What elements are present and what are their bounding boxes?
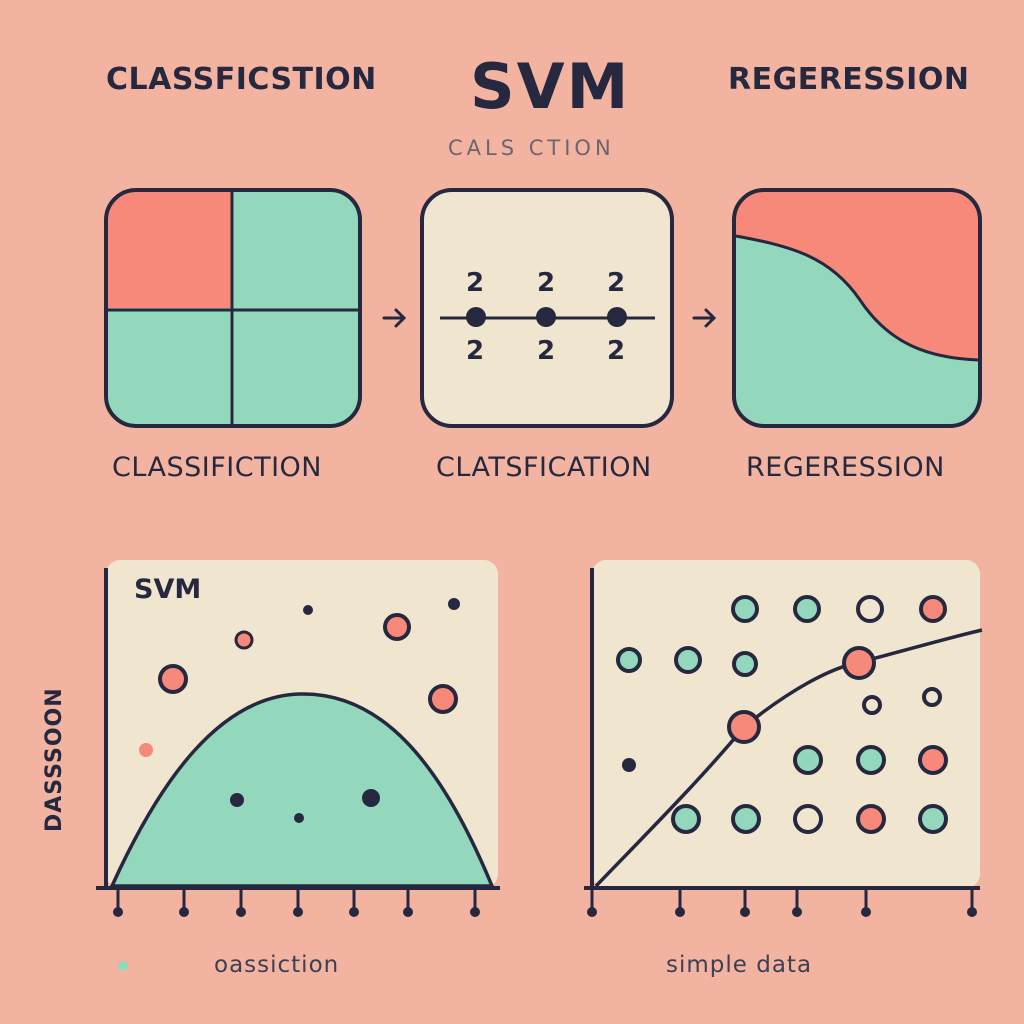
data-point [862, 695, 882, 715]
point-label: 2 [537, 336, 556, 366]
data-point [158, 664, 188, 694]
data-point [428, 684, 458, 714]
data-point [731, 595, 759, 623]
data-point [731, 804, 761, 834]
data-point [922, 687, 942, 707]
classification-grid-panel [104, 188, 362, 428]
data-point [793, 745, 823, 775]
point-label: 2 [466, 336, 485, 366]
data-point [842, 646, 876, 680]
data-point [448, 598, 460, 610]
arrow-right-icon [692, 308, 717, 328]
point-label: 2 [537, 268, 556, 298]
classification-points-panel [420, 188, 674, 428]
data-point [303, 605, 313, 615]
data-point [732, 651, 758, 677]
data-point [536, 307, 556, 327]
point-label: 2 [607, 268, 626, 298]
data-point [607, 307, 627, 327]
data-point [671, 804, 701, 834]
legend-dot [118, 961, 128, 971]
caption-right: REGERESSION [746, 452, 945, 483]
data-point [622, 758, 636, 772]
arrow-right-icon [382, 308, 407, 328]
data-point [856, 804, 886, 834]
data-point [856, 745, 886, 775]
caption-middle: CLATSFICATION [436, 452, 652, 483]
page-subtitle: CALS CTION [448, 136, 615, 160]
data-point [362, 789, 380, 807]
data-point [793, 804, 823, 834]
data-point [919, 595, 947, 623]
point-label: 2 [466, 268, 485, 298]
data-point [466, 307, 486, 327]
page-title: SVM [470, 50, 631, 123]
data-point [674, 646, 702, 674]
data-point [793, 595, 821, 623]
data-point [139, 743, 153, 757]
data-point [616, 647, 642, 673]
data-point [294, 813, 304, 823]
chart-footer-left: oassiction [214, 952, 340, 978]
data-point [234, 630, 254, 650]
chart-title: SVM [134, 574, 202, 605]
bottom-right-chart [584, 560, 983, 917]
data-point [918, 745, 948, 775]
data-point [383, 613, 411, 641]
point-label: 2 [607, 336, 626, 366]
y-axis-label: DASSSOON [42, 687, 67, 832]
bottom-left-chart [96, 560, 500, 971]
caption-left: CLASSIFICTION [112, 452, 322, 483]
chart-footer-right: simple data [666, 952, 813, 978]
data-point [918, 804, 948, 834]
header-left-title: CLASSFICSTION [106, 62, 377, 97]
header-right-title: REGERESSION [728, 62, 970, 97]
data-point [856, 595, 884, 623]
data-point [230, 793, 244, 807]
data-point [727, 710, 761, 744]
regression-panel [732, 188, 982, 428]
